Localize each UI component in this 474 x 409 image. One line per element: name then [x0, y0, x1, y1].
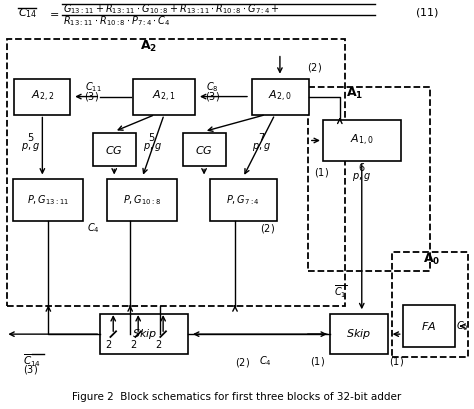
Text: $=$: $=$: [47, 8, 60, 18]
Text: $P,G_{10:8}$: $P,G_{10:8}$: [123, 193, 161, 207]
Text: $(3)$: $(3)$: [23, 362, 38, 375]
Text: $\mathbf{A_0}$: $\mathbf{A_0}$: [423, 252, 440, 267]
Text: $(2)$: $(2)$: [261, 222, 275, 235]
Bar: [330, 314, 388, 354]
Text: $\overline{C_1}$: $\overline{C_1}$: [334, 283, 347, 299]
Bar: [323, 119, 401, 162]
Bar: [13, 180, 83, 221]
Text: $P,G_{7:4}$: $P,G_{7:4}$: [226, 193, 260, 207]
Text: $G_{13:11}+R_{13:11} \cdot G_{10:8}+R_{13:11} \cdot R_{10:8} \cdot G_{7:4}+$: $G_{13:11}+R_{13:11} \cdot G_{10:8}+R_{1…: [64, 2, 280, 16]
Text: $6$: $6$: [358, 162, 365, 173]
Text: $CG$: $CG$: [195, 144, 213, 157]
Text: $2$: $2$: [155, 338, 162, 350]
Text: $Skip$: $Skip$: [346, 327, 371, 341]
Text: $7$: $7$: [258, 131, 265, 144]
Text: $2$: $2$: [129, 338, 137, 350]
Text: $\mathbf{A_2}$: $\mathbf{A_2}$: [139, 39, 157, 54]
Bar: [392, 252, 467, 357]
Text: $(1)$: $(1)$: [310, 355, 325, 368]
Text: $(3)$: $(3)$: [84, 90, 99, 103]
Bar: [14, 79, 70, 115]
Text: $C_4$: $C_4$: [258, 354, 271, 368]
Text: $R_{13:11} \cdot R_{10:8} \cdot P_{7:4} \cdot C_4$: $R_{13:11} \cdot R_{10:8} \cdot P_{7:4} …: [64, 14, 171, 27]
Text: $P,G_{13:11}$: $P,G_{13:11}$: [27, 193, 69, 207]
Text: $p,g$: $p,g$: [21, 142, 40, 153]
Bar: [210, 180, 277, 221]
Text: $p,g$: $p,g$: [143, 142, 162, 153]
Text: $C_{11}$: $C_{11}$: [85, 81, 101, 94]
Text: $(1)$: $(1)$: [389, 355, 404, 368]
Bar: [252, 79, 309, 115]
Bar: [8, 39, 345, 306]
Text: $2$: $2$: [105, 338, 112, 350]
Bar: [183, 133, 226, 166]
Text: $(1)$: $(1)$: [314, 166, 329, 179]
Text: $FA$: $FA$: [421, 320, 436, 332]
Bar: [107, 180, 177, 221]
Text: $C_4$: $C_4$: [87, 221, 100, 235]
Bar: [308, 87, 429, 271]
Text: Figure 2  Block schematics for first three blocks of 32-bit adder: Figure 2 Block schematics for first thre…: [73, 392, 401, 402]
Bar: [403, 305, 455, 347]
Text: $\overline{C_{14}}$: $\overline{C_{14}}$: [23, 353, 42, 369]
Text: $A_{2,2}$: $A_{2,2}$: [31, 89, 54, 104]
Text: $A_{2,1}$: $A_{2,1}$: [153, 89, 176, 104]
Text: $p,g$: $p,g$: [352, 171, 371, 183]
Text: $(2)$: $(2)$: [308, 61, 322, 74]
Bar: [93, 133, 136, 166]
Text: $(3)$: $(3)$: [205, 90, 219, 103]
Text: $C_{14}$: $C_{14}$: [18, 6, 37, 20]
Text: $\mathbf{A_1}$: $\mathbf{A_1}$: [346, 86, 364, 101]
Text: $A_{2,0}$: $A_{2,0}$: [268, 89, 292, 104]
Text: $C_8$: $C_8$: [206, 81, 219, 94]
Text: $Skip$: $Skip$: [132, 327, 157, 341]
Text: $(11)$: $(11)$: [415, 6, 438, 19]
Text: $A_{1,0}$: $A_{1,0}$: [350, 133, 374, 148]
Text: $(2)$: $(2)$: [235, 355, 249, 369]
Text: $5$: $5$: [27, 131, 34, 144]
Bar: [133, 79, 195, 115]
Bar: [100, 314, 188, 354]
Text: $C_0$: $C_0$: [456, 319, 469, 333]
Text: $CG$: $CG$: [105, 144, 123, 157]
Text: $5$: $5$: [148, 131, 156, 144]
Text: $p,g$: $p,g$: [253, 142, 272, 153]
